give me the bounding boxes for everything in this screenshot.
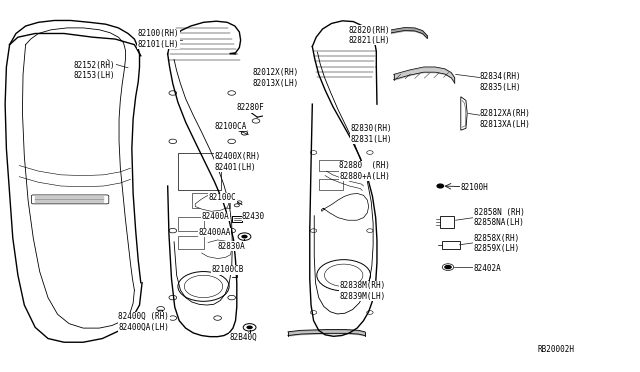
Text: RB20002H: RB20002H <box>538 345 575 354</box>
Text: 82152(RH)
82153(LH): 82152(RH) 82153(LH) <box>74 61 115 80</box>
Bar <box>319 179 343 190</box>
Text: 82400X(RH)
82401(LH): 82400X(RH) 82401(LH) <box>214 152 260 171</box>
Circle shape <box>252 119 260 123</box>
Text: 82B40Q: 82B40Q <box>229 333 257 342</box>
FancyBboxPatch shape <box>440 216 454 228</box>
Text: 82100CB: 82100CB <box>211 265 244 274</box>
Text: 82012X(RH)
82013X(LH): 82012X(RH) 82013X(LH) <box>253 68 299 88</box>
FancyBboxPatch shape <box>178 153 221 190</box>
Text: 82430: 82430 <box>242 212 265 221</box>
Text: 82100C: 82100C <box>209 193 236 202</box>
Polygon shape <box>461 97 467 130</box>
Text: 82100CA: 82100CA <box>214 122 247 131</box>
Text: 82280F: 82280F <box>237 103 264 112</box>
Circle shape <box>437 184 444 188</box>
Text: 82402A: 82402A <box>474 264 501 273</box>
Text: 82834(RH)
82835(LH): 82834(RH) 82835(LH) <box>480 72 522 92</box>
Bar <box>178 217 204 231</box>
FancyBboxPatch shape <box>31 195 109 204</box>
Text: 82858X(RH)
82859X(LH): 82858X(RH) 82859X(LH) <box>474 234 520 253</box>
Text: 82880  (RH)
82880+A(LH): 82880 (RH) 82880+A(LH) <box>339 161 390 181</box>
Text: 82838M(RH)
82839M(LH): 82838M(RH) 82839M(LH) <box>339 281 385 301</box>
Circle shape <box>444 265 452 269</box>
Bar <box>192 193 230 208</box>
Text: 82830(RH)
82831(LH): 82830(RH) 82831(LH) <box>351 124 392 144</box>
Circle shape <box>241 235 248 238</box>
Text: 82400AA: 82400AA <box>198 228 231 237</box>
Polygon shape <box>195 193 229 211</box>
Bar <box>178 236 204 249</box>
Text: 82820(RH)
82821(LH): 82820(RH) 82821(LH) <box>349 26 390 45</box>
Text: 82812XA(RH)
82813XA(LH): 82812XA(RH) 82813XA(LH) <box>480 109 531 129</box>
Text: 82830A: 82830A <box>218 242 245 251</box>
Bar <box>319 160 343 171</box>
Text: 82100(RH)
82101(LH): 82100(RH) 82101(LH) <box>138 29 179 49</box>
Circle shape <box>246 326 253 329</box>
Text: 82400A: 82400A <box>202 212 229 221</box>
Text: 82100H: 82100H <box>461 183 488 192</box>
FancyBboxPatch shape <box>442 241 460 249</box>
Text: 82858N (RH)
82858NA(LH): 82858N (RH) 82858NA(LH) <box>474 208 524 227</box>
Text: 82400Q (RH)
82400QA(LH): 82400Q (RH) 82400QA(LH) <box>118 312 169 331</box>
